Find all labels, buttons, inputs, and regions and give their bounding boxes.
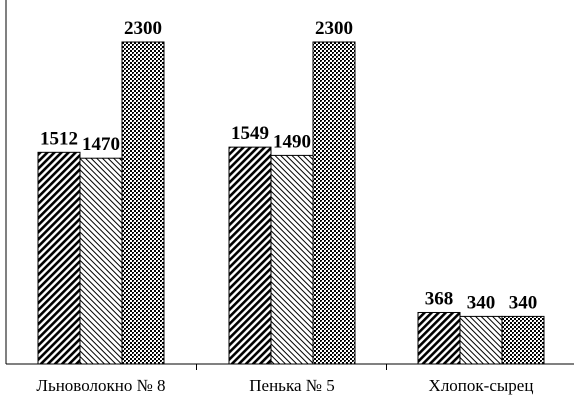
category-label-0: Льноволокно № 8 — [36, 376, 165, 395]
bar-1-1 — [270, 154, 314, 365]
data-label-0-2: 2300 — [124, 18, 162, 39]
bar-1-2 — [312, 41, 356, 365]
data-label-1-2: 2300 — [315, 18, 353, 39]
data-label-2-2: 340 — [509, 292, 538, 313]
bar-2-0 — [417, 311, 461, 365]
data-label-1-1: 1490 — [273, 131, 311, 152]
plot-area: 1512 1470 2300 Льноволокно № 8 1549 1490 2300 П… — [5, 0, 574, 395]
bar-2-1 — [459, 315, 503, 365]
category-label-1: Пенька № 5 — [249, 376, 334, 395]
data-label-0-1: 1470 — [82, 134, 120, 155]
category-label-2: Хлопок-сырец — [429, 376, 534, 395]
bar-0-1 — [79, 157, 123, 365]
data-label-1-0: 1549 — [231, 123, 269, 144]
data-label-2-0: 368 — [425, 288, 454, 309]
data-label-2-1: 340 — [467, 292, 496, 313]
bar-0-2 — [121, 41, 165, 365]
bar-1-0 — [228, 146, 272, 365]
bar-0-0 — [37, 151, 81, 365]
data-label-0-0: 1512 — [40, 128, 78, 149]
bar-2-2 — [501, 315, 545, 365]
